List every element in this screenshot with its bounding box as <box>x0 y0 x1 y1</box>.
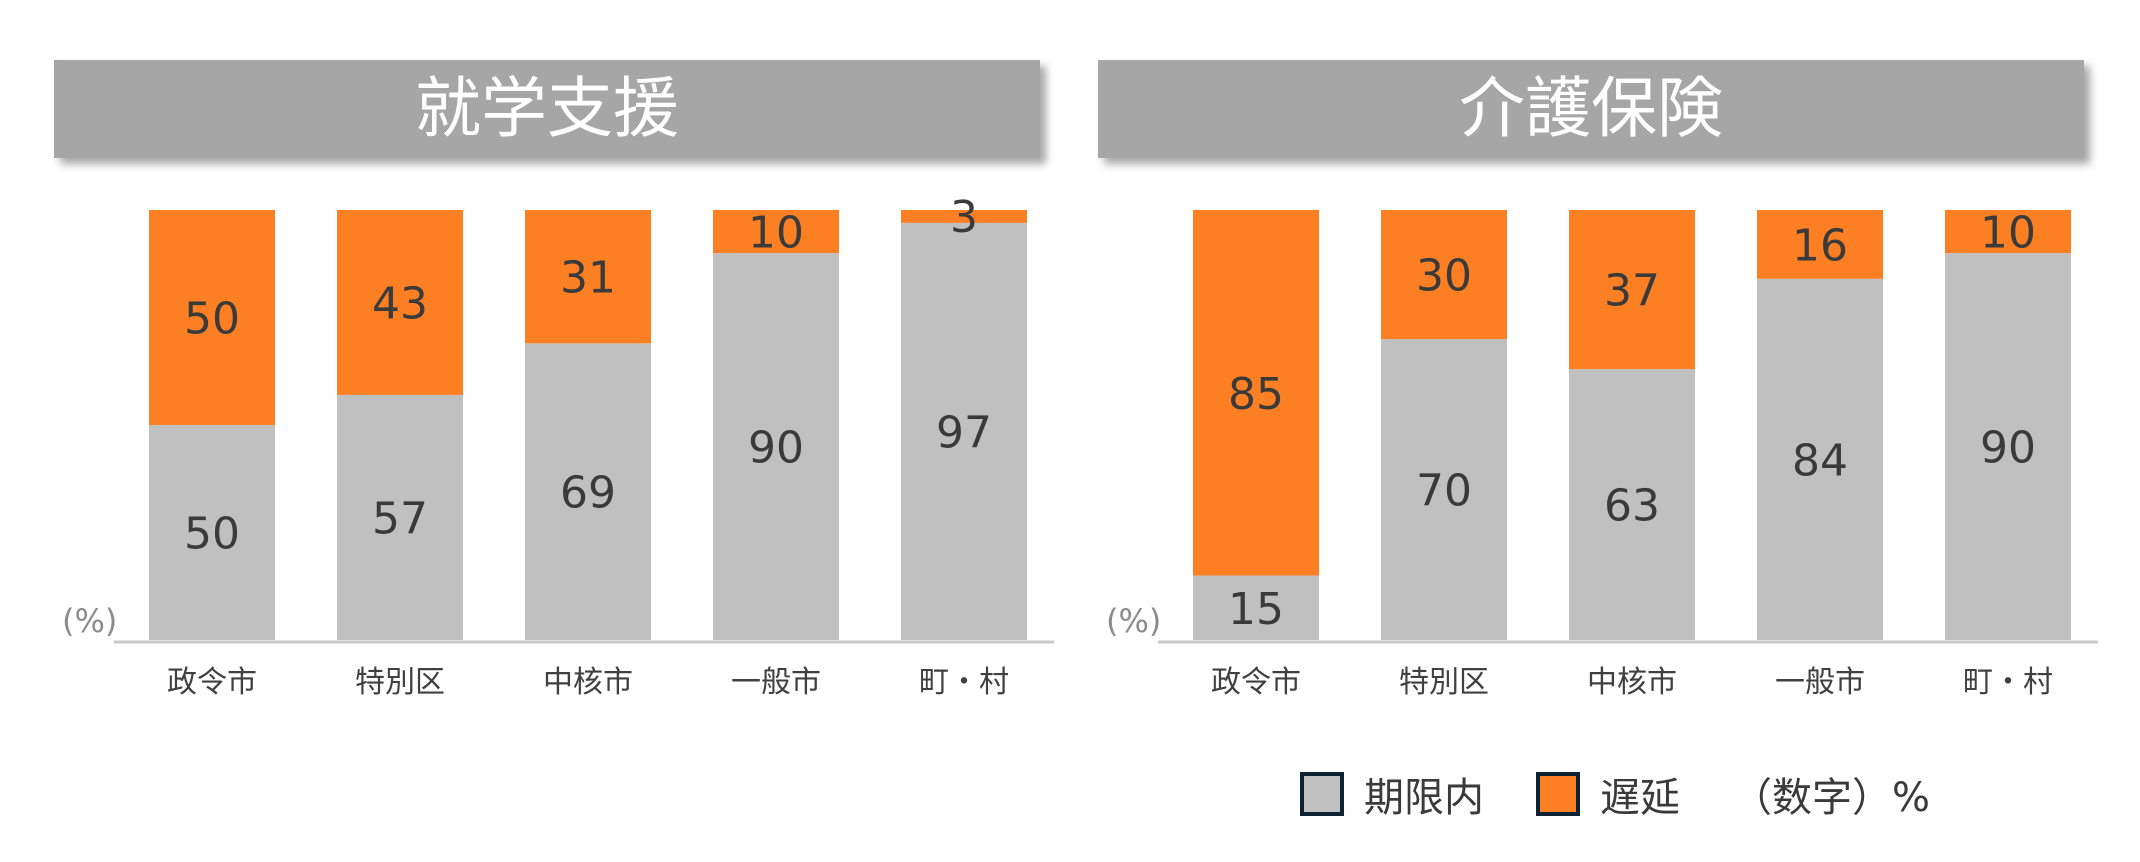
data-label-delayed: 3 <box>950 192 978 243</box>
category-label: 町・村 <box>1963 665 2053 700</box>
data-label-on-time: 97 <box>936 407 992 458</box>
bar-delayed <box>1381 210 1507 339</box>
bar-delayed <box>1193 210 1319 576</box>
data-label-on-time: 63 <box>1604 481 1660 532</box>
bar-on-time <box>713 253 839 640</box>
chart-panel-kaigo: 介護保険 (%) 15 85 政令市 70 30 特別区 63 37 中核市 84 16 一般市 90 10… <box>1098 0 2128 740</box>
data-label-on-time: 69 <box>560 468 616 519</box>
data-label-delayed: 30 <box>1416 251 1472 302</box>
data-label-delayed: 37 <box>1604 266 1660 317</box>
category-label: 中核市 <box>1587 665 1677 700</box>
unit-label: (%) <box>62 602 117 640</box>
legend: 期限内 遅延 （数字）% <box>1300 764 1930 824</box>
bar-on-time <box>1193 575 1319 640</box>
data-label-delayed: 10 <box>748 208 804 259</box>
bar-on-time <box>149 425 275 640</box>
data-label-on-time: 50 <box>184 509 240 560</box>
data-label-delayed: 50 <box>184 294 240 345</box>
data-label-on-time: 90 <box>1980 423 2036 474</box>
data-label-delayed: 43 <box>372 278 428 329</box>
bar-on-time <box>901 222 1027 640</box>
category-label: 特別区 <box>1399 665 1489 700</box>
legend-swatch-on-time <box>1300 772 1344 816</box>
bar-delayed <box>713 210 839 253</box>
bar-on-time <box>525 343 651 640</box>
bar-on-time <box>1757 278 1883 640</box>
bar-delayed <box>1757 210 1883 279</box>
chart-title: 介護保険 <box>1098 60 2084 158</box>
data-label-delayed: 16 <box>1792 220 1848 271</box>
legend-label-delayed: 遅延 <box>1600 775 1680 821</box>
category-label: 一般市 <box>731 665 821 700</box>
category-label: 政令市 <box>1211 665 1301 700</box>
category-label: 政令市 <box>167 665 257 700</box>
category-label: 町・村 <box>919 665 1009 700</box>
data-label-on-time: 70 <box>1416 466 1472 517</box>
data-label-on-time: 57 <box>372 493 428 544</box>
data-label-on-time: 84 <box>1792 435 1848 486</box>
bar-on-time <box>337 394 463 640</box>
data-label-on-time: 15 <box>1228 584 1284 635</box>
bar-on-time <box>1381 339 1507 640</box>
unit-label: (%) <box>1106 602 1161 640</box>
data-label-delayed: 85 <box>1228 369 1284 420</box>
data-label-delayed: 10 <box>1980 208 2036 259</box>
legend-label-on-time: 期限内 <box>1364 775 1484 821</box>
legend-note: （数字）% <box>1732 775 1931 821</box>
category-label: 中核市 <box>543 665 633 700</box>
bar-delayed <box>901 210 1027 223</box>
bar-delayed <box>1945 210 2071 253</box>
bar-on-time <box>1569 369 1695 640</box>
category-label: 特別区 <box>355 665 445 700</box>
chart-panel-shugaku: 就学支援 (%) 50 50 政令市 57 43 特別区 69 31 中核市 90 10 一般市 97 3 町… <box>54 0 1084 740</box>
chart-title: 就学支援 <box>54 60 1040 158</box>
stacked-bar-chart: (%) 50 50 政令市 57 43 特別区 69 31 中核市 90 10 一般市 97 3 町・村 <box>62 192 1054 700</box>
bar-delayed <box>337 210 463 395</box>
bar-on-time <box>1945 253 2071 640</box>
data-label-delayed: 31 <box>560 253 616 304</box>
bar-delayed <box>149 210 275 425</box>
category-label: 一般市 <box>1775 665 1865 700</box>
legend-swatch-delayed <box>1536 772 1580 816</box>
data-label-on-time: 90 <box>748 423 804 474</box>
bar-delayed <box>525 210 651 344</box>
bar-delayed <box>1569 210 1695 370</box>
stacked-bar-chart: (%) 15 85 政令市 70 30 特別区 63 37 中核市 84 16 一般市 90 10 町・村 <box>1106 208 2098 700</box>
